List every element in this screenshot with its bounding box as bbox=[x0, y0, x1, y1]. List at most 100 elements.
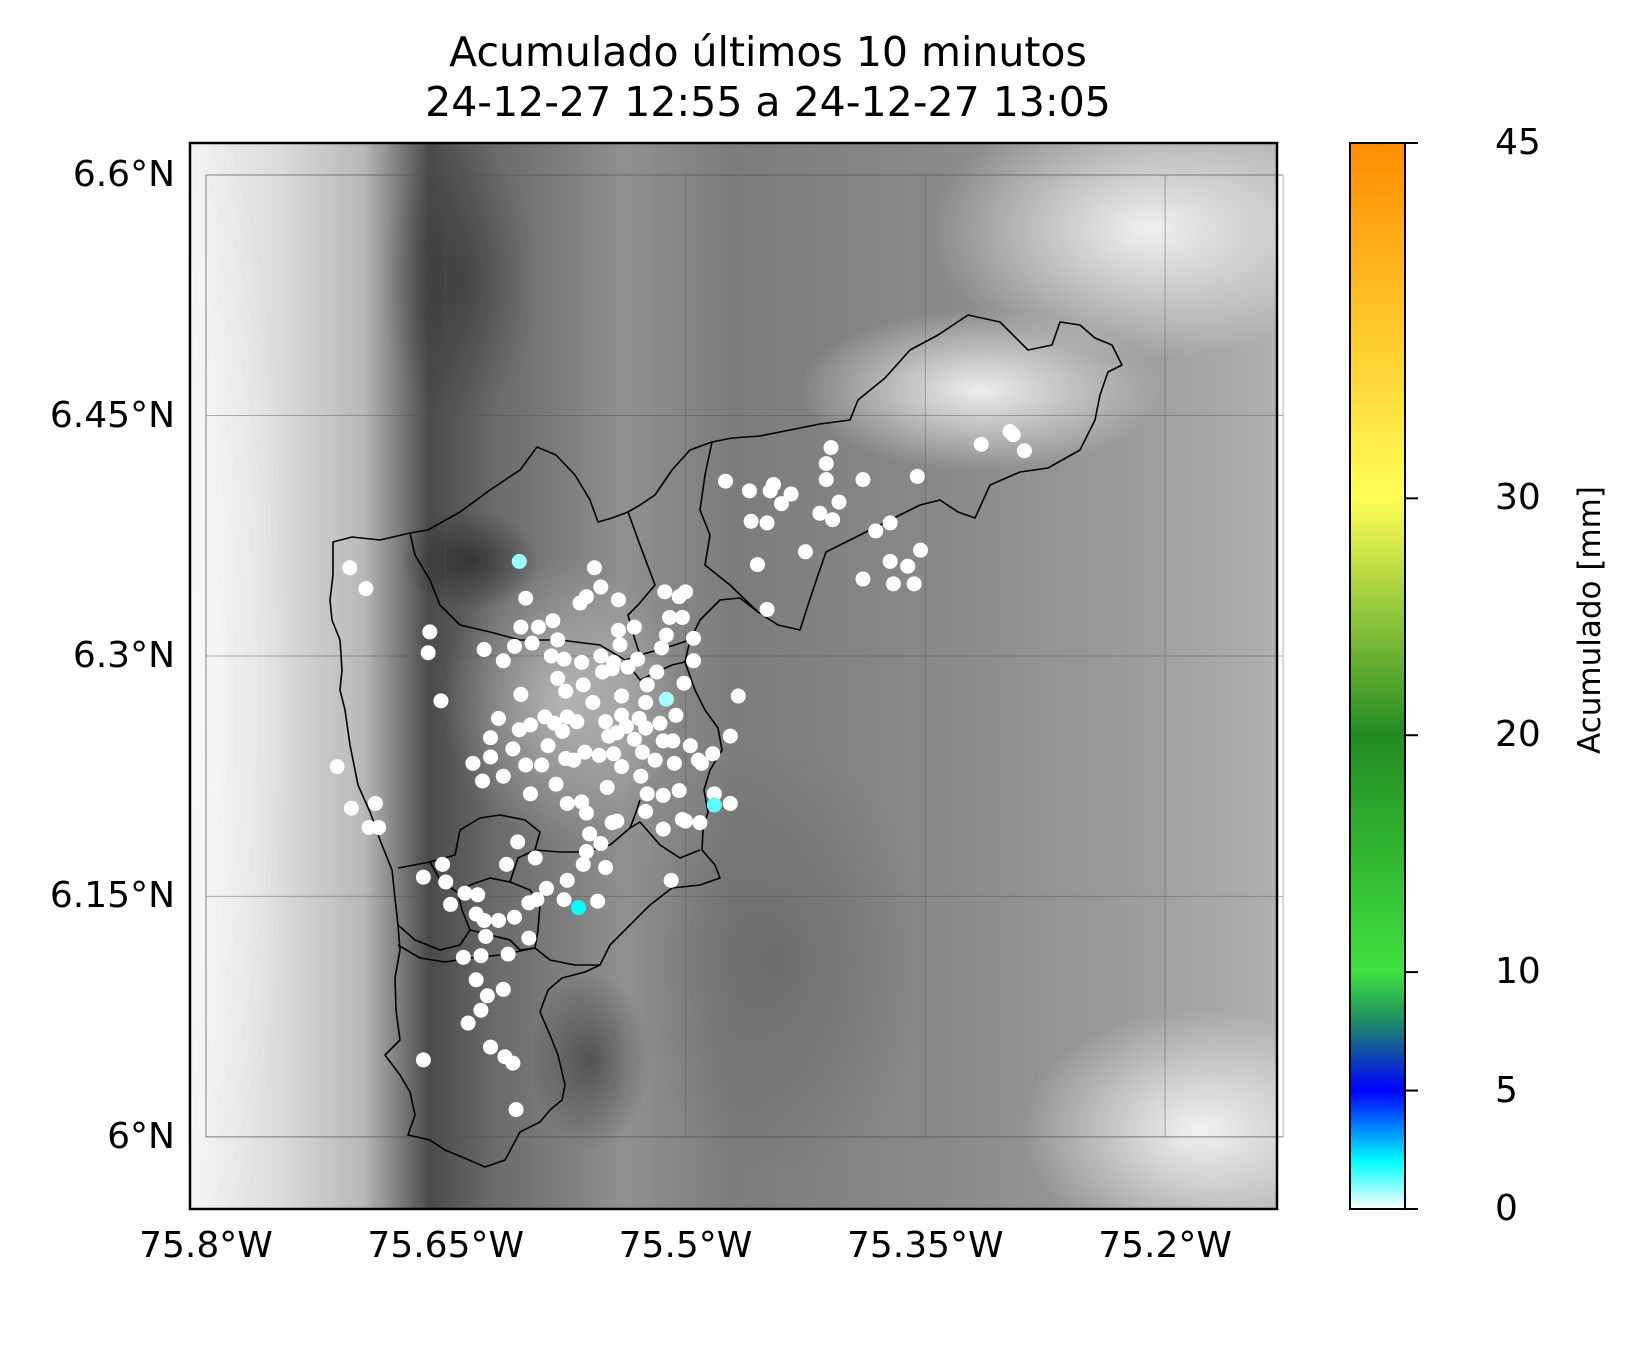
station-marker bbox=[475, 773, 491, 789]
station-marker bbox=[545, 613, 561, 629]
station-marker bbox=[522, 717, 538, 733]
station-marker bbox=[620, 659, 636, 675]
station-marker bbox=[868, 523, 884, 539]
map-title: Acumulado últimos 10 minutos bbox=[449, 28, 1087, 76]
station-marker bbox=[671, 589, 687, 605]
station-marker bbox=[540, 738, 556, 754]
colorbar-tick-label: 10 bbox=[1495, 951, 1541, 993]
station-marker bbox=[593, 579, 609, 595]
colorbar-label: Acumulado [mm] bbox=[1572, 486, 1608, 754]
station-marker bbox=[649, 664, 665, 680]
station-marker bbox=[722, 728, 738, 744]
station-marker bbox=[812, 505, 828, 521]
station-marker bbox=[507, 638, 523, 654]
station-marker bbox=[638, 694, 654, 710]
station-marker bbox=[511, 722, 527, 738]
station-marker bbox=[594, 664, 610, 680]
station-marker bbox=[569, 714, 585, 730]
x-tick-label: 75.5°W bbox=[618, 1225, 753, 1266]
map-subtitle: 24-12-27 12:55 a 24-12-27 13:05 bbox=[425, 78, 1111, 126]
x-tick-label: 75.65°W bbox=[367, 1225, 525, 1266]
station-marker bbox=[1005, 427, 1021, 443]
x-tick-label: 75.8°W bbox=[139, 1225, 273, 1266]
station-marker bbox=[479, 988, 495, 1004]
station-marker bbox=[718, 473, 734, 489]
station-marker bbox=[633, 768, 649, 784]
station-marker bbox=[534, 757, 550, 773]
station-marker bbox=[505, 741, 521, 757]
station-marker bbox=[415, 1052, 431, 1068]
station-marker bbox=[483, 730, 499, 746]
station-marker bbox=[973, 436, 989, 452]
map-gridlines bbox=[205, 174, 1284, 1138]
station-marker bbox=[913, 542, 929, 558]
station-marker bbox=[473, 1002, 489, 1018]
station-marker bbox=[575, 677, 591, 693]
station-marker bbox=[491, 912, 507, 928]
station-marker bbox=[478, 928, 494, 944]
station-marker bbox=[692, 815, 708, 831]
station-marker bbox=[491, 710, 507, 726]
station-marker bbox=[367, 795, 383, 811]
station-marker bbox=[495, 653, 511, 669]
station-marker bbox=[759, 515, 775, 531]
station-marker bbox=[612, 637, 628, 653]
station-marker bbox=[658, 627, 674, 643]
station-marker bbox=[518, 757, 534, 773]
station-marker bbox=[706, 786, 722, 802]
station-marker bbox=[762, 483, 778, 499]
station-marker bbox=[599, 779, 615, 795]
station-marker bbox=[499, 856, 515, 872]
station-marker bbox=[415, 869, 431, 885]
colorbar-tick-label: 45 bbox=[1495, 122, 1541, 163]
station-marker bbox=[524, 635, 540, 651]
station-marker bbox=[674, 811, 690, 827]
station-marker bbox=[483, 1039, 499, 1055]
station-marker bbox=[578, 589, 594, 605]
station-marker bbox=[598, 714, 614, 730]
station-marker bbox=[647, 752, 663, 768]
boundary-east-upper2 bbox=[699, 441, 759, 613]
station-marker bbox=[882, 553, 898, 569]
y-tick-label: 6.45°N bbox=[49, 394, 175, 436]
colorbar bbox=[1349, 142, 1418, 1210]
station-marker bbox=[606, 746, 622, 762]
station-marker bbox=[598, 860, 614, 876]
station-marker bbox=[460, 1015, 476, 1031]
station-marker bbox=[507, 909, 523, 925]
station-marker bbox=[465, 755, 481, 771]
station-marker bbox=[655, 821, 671, 837]
station-marker bbox=[674, 609, 690, 625]
station-marker bbox=[682, 738, 698, 754]
station-marker bbox=[741, 483, 757, 499]
station-marker bbox=[676, 675, 692, 691]
terrain-basemap bbox=[190, 143, 1277, 1209]
boundary-south-e bbox=[397, 924, 471, 951]
station-marker bbox=[358, 581, 374, 597]
colorbar-tick-label: 20 bbox=[1495, 714, 1541, 756]
station-marker bbox=[578, 805, 594, 821]
boundary-east-upper bbox=[627, 511, 656, 656]
station-marker bbox=[855, 571, 871, 587]
station-marker bbox=[638, 720, 654, 736]
station-marker bbox=[658, 691, 674, 707]
station-marker bbox=[797, 544, 813, 560]
y-tick-label: 6°N bbox=[107, 1115, 175, 1157]
station-marker bbox=[513, 619, 529, 635]
colorbar-tick-label: 30 bbox=[1495, 477, 1541, 519]
station-marker bbox=[749, 557, 765, 573]
station-marker bbox=[575, 856, 591, 872]
station-marker bbox=[825, 512, 841, 528]
x-tick-label: 75.2°W bbox=[1098, 1225, 1232, 1266]
y-tick-label: 6.15°N bbox=[49, 875, 175, 917]
station-marker bbox=[773, 496, 789, 512]
station-marker bbox=[342, 560, 358, 576]
station-marker bbox=[522, 786, 538, 802]
station-marker bbox=[443, 896, 459, 912]
station-marker bbox=[730, 688, 746, 704]
station-marker bbox=[574, 654, 590, 670]
station-marker bbox=[371, 819, 387, 835]
station-marker bbox=[614, 759, 630, 775]
